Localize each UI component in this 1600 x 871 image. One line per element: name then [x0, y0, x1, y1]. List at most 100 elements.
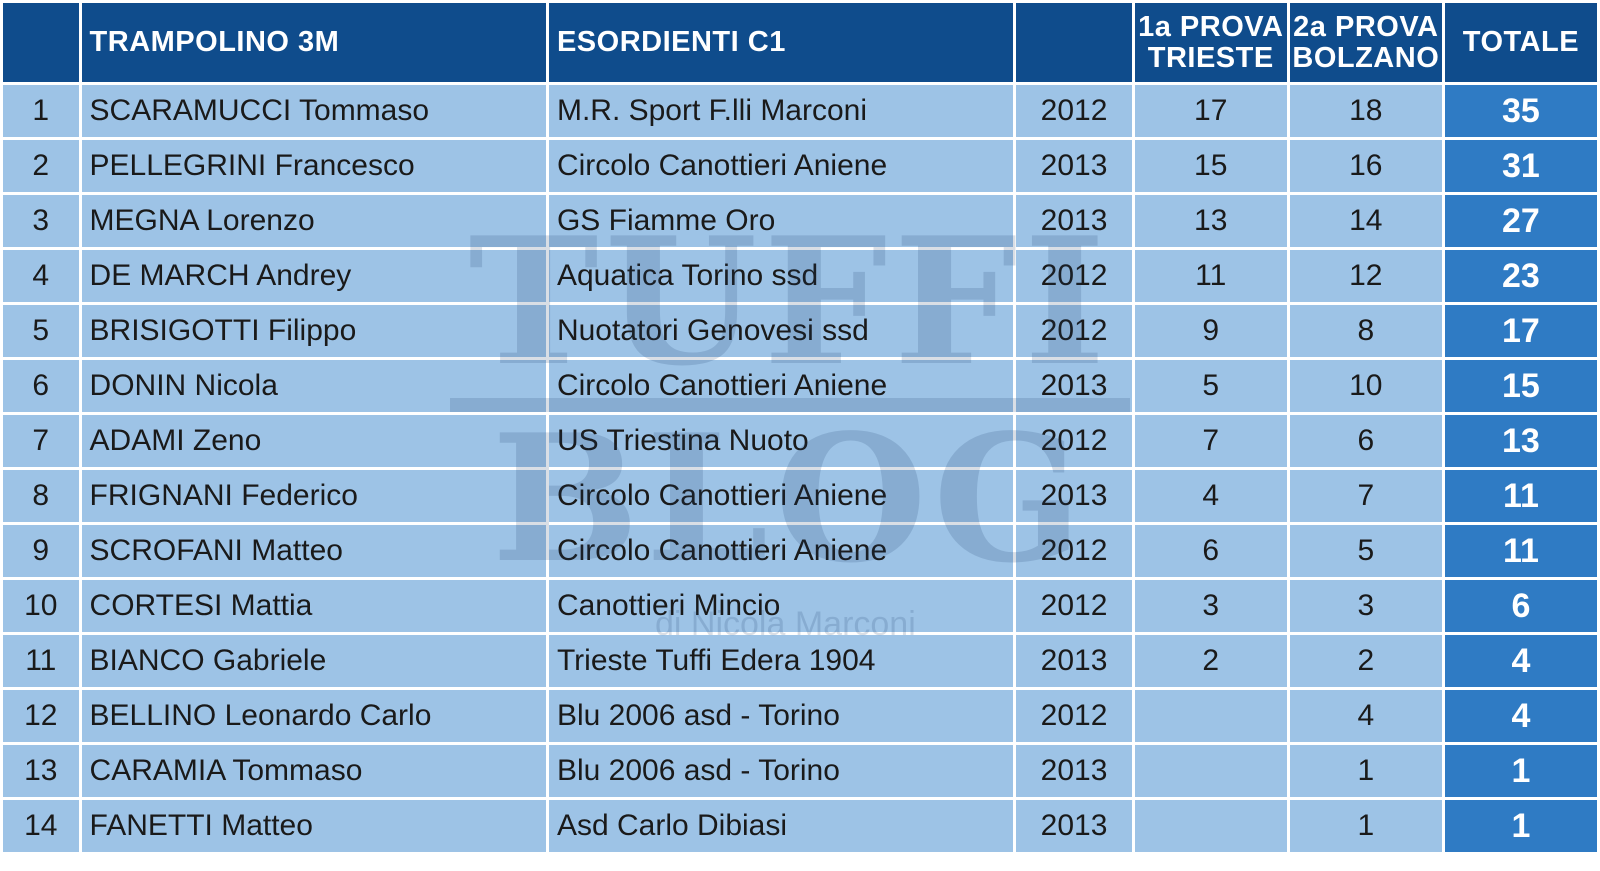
cell-birth-year: 2013 [1016, 635, 1132, 687]
table-row: 10 CORTESI Mattia Canottieri Mincio 2012 3 3 6 [3, 580, 1597, 632]
cell-total-score: 31 [1444, 140, 1597, 192]
cell-rank: 1 [3, 85, 79, 137]
table-row: 3 MEGNA Lorenzo GS Fiamme Oro 2013 13 14 27 [3, 195, 1597, 247]
cell-round1-score [1134, 745, 1287, 797]
header-rank [3, 3, 79, 82]
table-row: 5 BRISIGOTTI Filippo Nuotatori Genovesi ss… [3, 305, 1597, 357]
cell-total-score: 15 [1444, 360, 1597, 412]
header-round1: 1a PROVA TRIESTE [1134, 3, 1287, 82]
header-year [1016, 3, 1132, 82]
cell-total-score: 17 [1444, 305, 1597, 357]
cell-round1-score: 17 [1134, 85, 1287, 137]
cell-birth-year: 2012 [1016, 250, 1132, 302]
table-row: 12 BELLINO Leonardo Carlo Blu 2006 asd - T… [3, 690, 1597, 742]
cell-round2-score: 14 [1289, 195, 1442, 247]
cell-round1-score: 13 [1134, 195, 1287, 247]
cell-athlete-name: CORTESI Mattia [81, 580, 546, 632]
cell-rank: 13 [3, 745, 79, 797]
cell-birth-year: 2012 [1016, 690, 1132, 742]
table-row: 2 PELLEGRINI Francesco Circolo Canottieri … [3, 140, 1597, 192]
cell-rank: 8 [3, 470, 79, 522]
cell-birth-year: 2013 [1016, 360, 1132, 412]
header-round2-line2: BOLZANO [1292, 41, 1440, 74]
cell-club: Circolo Canottieri Aniene [548, 140, 1014, 192]
cell-rank: 4 [3, 250, 79, 302]
cell-round1-score: 11 [1134, 250, 1287, 302]
cell-round2-score: 16 [1289, 140, 1442, 192]
header-event: TRAMPOLINO 3M [81, 3, 546, 82]
cell-birth-year: 2012 [1016, 85, 1132, 137]
table-row: 11 BIANCO Gabriele Trieste Tuffi Edera 190… [3, 635, 1597, 687]
cell-rank: 9 [3, 525, 79, 577]
table-row: 7 ADAMI Zeno US Triestina Nuoto 2012 7 6 13 [3, 415, 1597, 467]
cell-rank: 11 [3, 635, 79, 687]
cell-athlete-name: BELLINO Leonardo Carlo [81, 690, 546, 742]
table-row: 13 CARAMIA Tommaso Blu 2006 asd - Torino 20… [3, 745, 1597, 797]
cell-club: US Triestina Nuoto [548, 415, 1014, 467]
cell-rank: 10 [3, 580, 79, 632]
cell-birth-year: 2013 [1016, 140, 1132, 192]
cell-total-score: 13 [1444, 415, 1597, 467]
cell-club: Circolo Canottieri Aniene [548, 470, 1014, 522]
cell-round1-score [1134, 690, 1287, 742]
cell-athlete-name: BIANCO Gabriele [81, 635, 546, 687]
cell-athlete-name: FRIGNANI Federico [81, 470, 546, 522]
cell-club: Canottieri Mincio [548, 580, 1014, 632]
cell-rank: 3 [3, 195, 79, 247]
cell-round1-score [1134, 800, 1287, 852]
cell-round1-score: 5 [1134, 360, 1287, 412]
cell-round2-score: 4 [1289, 690, 1442, 742]
cell-total-score: 11 [1444, 525, 1597, 577]
cell-birth-year: 2012 [1016, 525, 1132, 577]
cell-total-score: 6 [1444, 580, 1597, 632]
cell-birth-year: 2013 [1016, 470, 1132, 522]
cell-birth-year: 2013 [1016, 745, 1132, 797]
cell-round2-score: 18 [1289, 85, 1442, 137]
cell-rank: 2 [3, 140, 79, 192]
table-row: 8 FRIGNANI Federico Circolo Canottieri Ani… [3, 470, 1597, 522]
cell-rank: 12 [3, 690, 79, 742]
cell-birth-year: 2012 [1016, 415, 1132, 467]
cell-total-score: 11 [1444, 470, 1597, 522]
cell-birth-year: 2012 [1016, 580, 1132, 632]
cell-rank: 6 [3, 360, 79, 412]
cell-athlete-name: DONIN Nicola [81, 360, 546, 412]
cell-athlete-name: FANETTI Matteo [81, 800, 546, 852]
cell-total-score: 35 [1444, 85, 1597, 137]
cell-club: Nuotatori Genovesi ssd [548, 305, 1014, 357]
cell-total-score: 23 [1444, 250, 1597, 302]
cell-round1-score: 3 [1134, 580, 1287, 632]
table-row: 1 SCARAMUCCI Tommaso M.R. Sport F.lli Marc… [3, 85, 1597, 137]
cell-total-score: 1 [1444, 745, 1597, 797]
cell-athlete-name: MEGNA Lorenzo [81, 195, 546, 247]
cell-club: Circolo Canottieri Aniene [548, 525, 1014, 577]
cell-round2-score: 5 [1289, 525, 1442, 577]
table-row: 9 SCROFANI Matteo Circolo Canottieri Anien… [3, 525, 1597, 577]
table-row: 14 FANETTI Matteo Asd Carlo Dibiasi 2013 1 1 [3, 800, 1597, 852]
cell-club: Aquatica Torino ssd [548, 250, 1014, 302]
cell-birth-year: 2012 [1016, 305, 1132, 357]
cell-round2-score: 1 [1289, 745, 1442, 797]
cell-club: Trieste Tuffi Edera 1904 [548, 635, 1014, 687]
cell-round2-score: 6 [1289, 415, 1442, 467]
header-category: ESORDIENTI C1 [548, 3, 1014, 82]
cell-round2-score: 10 [1289, 360, 1442, 412]
header-round1-line2: TRIESTE [1147, 41, 1274, 74]
cell-rank: 7 [3, 415, 79, 467]
cell-round1-score: 4 [1134, 470, 1287, 522]
header-round2-line1: 2a PROVA [1293, 11, 1439, 44]
cell-athlete-name: SCROFANI Matteo [81, 525, 546, 577]
cell-round1-score: 2 [1134, 635, 1287, 687]
cell-round2-score: 1 [1289, 800, 1442, 852]
cell-round1-score: 7 [1134, 415, 1287, 467]
cell-round2-score: 8 [1289, 305, 1442, 357]
cell-athlete-name: PELLEGRINI Francesco [81, 140, 546, 192]
cell-club: GS Fiamme Oro [548, 195, 1014, 247]
cell-club: Blu 2006 asd - Torino [548, 690, 1014, 742]
cell-round2-score: 3 [1289, 580, 1442, 632]
table-row: 6 DONIN Nicola Circolo Canottieri Aniene 20… [3, 360, 1597, 412]
cell-athlete-name: CARAMIA Tommaso [81, 745, 546, 797]
cell-rank: 14 [3, 800, 79, 852]
cell-club: Asd Carlo Dibiasi [548, 800, 1014, 852]
